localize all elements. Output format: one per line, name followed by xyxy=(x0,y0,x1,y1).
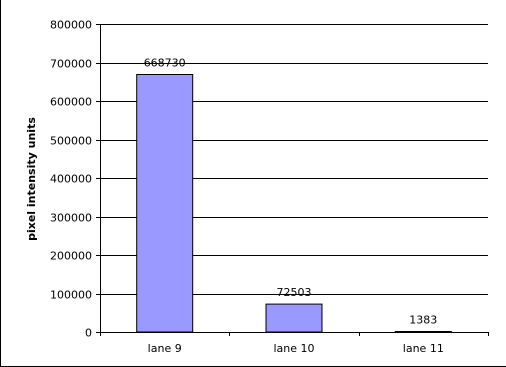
bar-lane-10 xyxy=(265,303,323,333)
axes xyxy=(96,24,489,336)
y-axis-title: pixel intensity units xyxy=(25,117,38,241)
x-tick-label: lane 10 xyxy=(273,342,314,355)
bar-lane-9 xyxy=(136,74,194,333)
data-label: 1383 xyxy=(409,314,437,327)
x-tick-label: lane 11 xyxy=(403,342,444,355)
y-tick-label: 200000 xyxy=(50,250,92,263)
data-label: 72503 xyxy=(277,286,312,299)
y-tick-label: 500000 xyxy=(50,135,92,148)
y-tick-label: 600000 xyxy=(50,96,92,109)
y-tick-label: 300000 xyxy=(50,212,92,225)
x-tick-label: lane 9 xyxy=(148,342,182,355)
gridlines xyxy=(100,24,488,295)
x-tick-labels: lane 9 lane 10 lane 11 xyxy=(148,342,444,355)
bar-lane-11 xyxy=(394,331,452,333)
y-tick-labels: 0 100000 200000 300000 400000 500000 600000 700… xyxy=(50,19,92,340)
y-tick-label: 700000 xyxy=(50,58,92,71)
y-tick-label: 800000 xyxy=(50,19,92,32)
data-labels: 668730 72503 1383 xyxy=(144,57,438,327)
y-tick-label: 400000 xyxy=(50,173,92,186)
y-tick-label: 0 xyxy=(85,327,92,340)
data-label: 668730 xyxy=(144,57,186,70)
bars xyxy=(136,74,452,333)
y-tick-label: 100000 xyxy=(50,289,92,302)
